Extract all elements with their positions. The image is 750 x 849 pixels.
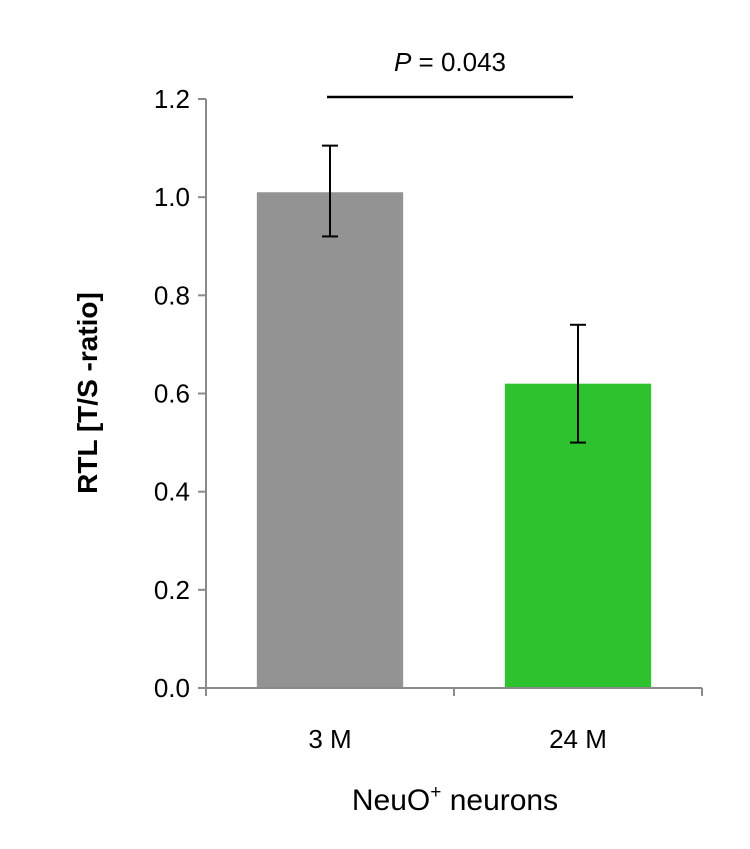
y-tick-label: 0.2 [154, 575, 190, 605]
y-tick-label: 0.6 [154, 379, 190, 409]
x-tick-label: 24 M [549, 724, 607, 754]
y-tick-label: 0.0 [154, 673, 190, 703]
y-axis-label: RTL [T/S -ratio] [72, 292, 103, 494]
x-axis-label: NeuO+ neurons [352, 782, 558, 817]
y-tick-label: 1.0 [154, 182, 190, 212]
y-tick-label: 0.4 [154, 477, 190, 507]
y-tick-label: 1.2 [154, 84, 190, 114]
y-tick-label: 0.8 [154, 280, 190, 310]
significance-label: P = 0.043 [394, 47, 506, 77]
bar-1 [256, 192, 404, 688]
x-tick-label: 3 M [308, 724, 351, 754]
